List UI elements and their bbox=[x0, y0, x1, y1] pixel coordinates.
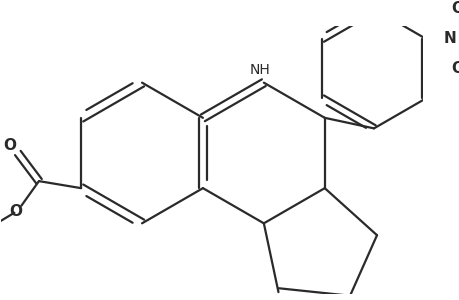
Text: NH: NH bbox=[249, 63, 270, 77]
Text: O: O bbox=[9, 204, 22, 219]
Text: O: O bbox=[450, 61, 459, 76]
Text: O: O bbox=[450, 1, 459, 16]
Text: N: N bbox=[443, 31, 456, 46]
Text: O: O bbox=[3, 139, 16, 154]
